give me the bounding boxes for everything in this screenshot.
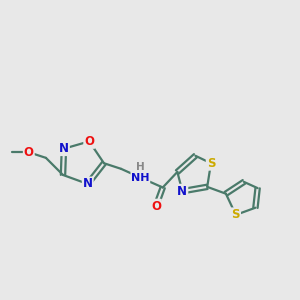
Text: H: H [136, 162, 145, 172]
Text: O: O [151, 200, 161, 213]
Text: S: S [232, 208, 240, 221]
Text: N: N [83, 178, 93, 190]
Text: S: S [207, 157, 215, 170]
Text: N: N [59, 142, 69, 155]
Text: O: O [24, 146, 34, 159]
Text: N: N [177, 185, 187, 198]
Text: NH: NH [131, 172, 150, 182]
Text: O: O [84, 135, 94, 148]
